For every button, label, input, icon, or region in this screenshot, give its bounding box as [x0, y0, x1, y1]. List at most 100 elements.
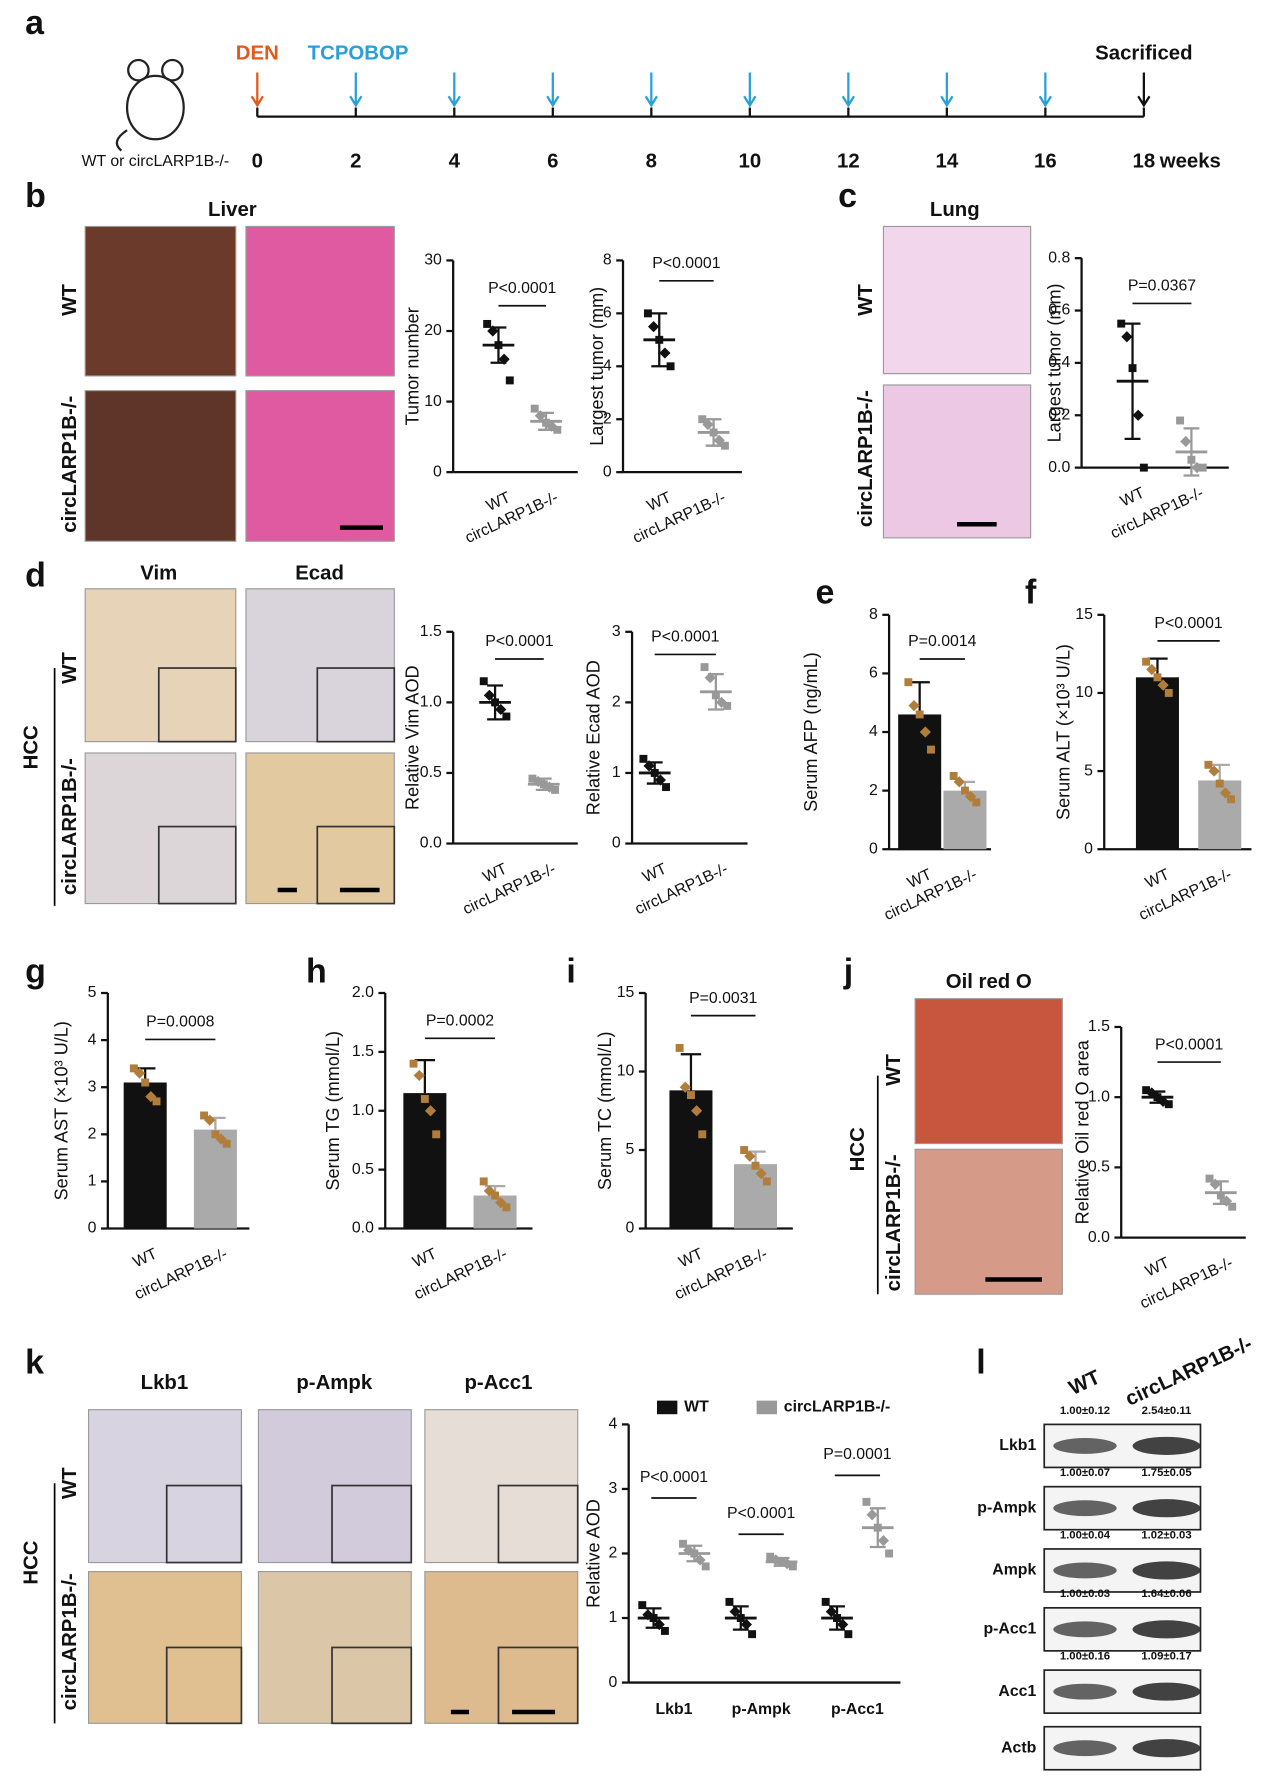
data-point [505, 376, 514, 385]
y-axis-label: Relative Vim AOD [402, 665, 422, 810]
x-tick-label: WT [1143, 1254, 1173, 1280]
error-bar [487, 684, 503, 721]
y-tick-label: 10 [424, 393, 442, 410]
image-title: Oil red O [946, 971, 1032, 993]
blot-row-label: Lkb1 [999, 1437, 1036, 1454]
data-point [211, 1130, 220, 1139]
data-point [919, 726, 931, 738]
blot-band [1053, 1437, 1117, 1454]
data-point [659, 347, 671, 359]
p-value: P=0.0008 [146, 1014, 214, 1031]
blot-quant: 1.00±0.12 [1060, 1405, 1110, 1417]
error-bar [646, 761, 663, 785]
bar [1198, 780, 1242, 850]
data-point [502, 712, 511, 721]
blot-sample: circLARP1B-/- [1122, 1333, 1255, 1411]
error-bar [414, 1058, 436, 1094]
panel-label: j [843, 953, 853, 991]
data-point [751, 1161, 760, 1170]
error-bar [645, 1607, 662, 1629]
blot-sample: WT [1066, 1366, 1105, 1400]
p-value: P<0.0001 [727, 1505, 795, 1522]
data-point [638, 1601, 647, 1610]
y-tick-label: 0 [433, 463, 442, 480]
y-tick-label: 1.5 [420, 623, 442, 640]
data-point [844, 1630, 853, 1639]
data-point [1208, 765, 1220, 777]
x-tick-label: circLARP1B-/- [463, 489, 561, 547]
image-row-label: WT [59, 284, 81, 316]
data-point [141, 1078, 150, 1087]
data-point [1204, 760, 1213, 769]
y-tick-label: 2 [609, 1545, 618, 1562]
data-point [762, 1177, 771, 1186]
blot-quant: 2.54±0.11 [1142, 1405, 1192, 1417]
p-value: P<0.0001 [1155, 1036, 1223, 1053]
image-row-label: circLARP1B-/- [855, 390, 877, 527]
data-point [1164, 1100, 1173, 1109]
panel-label: g [25, 953, 46, 991]
data-point [1139, 463, 1148, 472]
y-tick-label: 0.8 [1048, 249, 1070, 266]
event-label: TCPOBOP [308, 43, 409, 65]
blot-band [1053, 1562, 1117, 1579]
data-point [866, 1509, 878, 1521]
y-tick-label: 4 [603, 357, 612, 374]
data-point [1228, 1202, 1237, 1211]
error-bar [773, 1556, 790, 1567]
x-tick-label: WT [410, 1245, 440, 1271]
blot-band [1053, 1740, 1117, 1757]
micrographs [53, 225, 1063, 1725]
error-bar [909, 681, 930, 715]
y-tick-label: 2 [612, 694, 621, 711]
y-tick-label: 15 [617, 984, 635, 1001]
y-tick-label: 5 [88, 984, 97, 1001]
image-column: Ecad [295, 562, 344, 584]
y-tick-label: 3 [612, 623, 621, 640]
blot-quant: 1.00±0.04 [1060, 1529, 1111, 1541]
y-tick-label: 4 [609, 1416, 618, 1433]
p-value: P<0.0001 [652, 255, 720, 272]
panel-label: b [25, 177, 46, 215]
y-tick-label: 10 [1075, 684, 1093, 701]
data-point [413, 1069, 425, 1082]
error-bar [490, 326, 507, 364]
y-tick-label: 2 [603, 410, 612, 427]
timeline-label: 4 [449, 150, 461, 172]
y-tick-label: 0 [612, 835, 621, 852]
y-tick-label: 6 [603, 305, 612, 322]
data-point [679, 1539, 687, 1548]
image-row-label: circLARP1B-/- [59, 758, 81, 895]
panel-label: k [25, 1343, 44, 1381]
y-axis-label: Serum TC (mmol/L) [595, 1031, 615, 1190]
y-tick-label: 0.6 [1048, 302, 1070, 319]
data-point [972, 798, 981, 807]
data-point [1164, 688, 1173, 697]
y-tick-label: 0 [88, 1220, 97, 1237]
legend-label: WT [684, 1399, 709, 1416]
event-arrow [1038, 72, 1052, 108]
data-point [877, 1534, 890, 1547]
y-tick-label: 1.5 [352, 1043, 374, 1060]
image-column: p-Ampk [296, 1372, 373, 1394]
data-point [200, 1111, 209, 1120]
data-point [409, 1059, 418, 1068]
bar [123, 1082, 167, 1229]
data-point [432, 1130, 441, 1139]
error-bar [1149, 1090, 1166, 1104]
data-point [647, 320, 660, 333]
blot-band [1132, 1561, 1201, 1580]
data-point [748, 1630, 757, 1639]
data-point [502, 1203, 511, 1212]
bar [473, 1195, 517, 1229]
data-point [701, 1562, 710, 1571]
y-axis-label: Largest tumor (mm) [1044, 283, 1064, 442]
data-point [915, 710, 924, 719]
y-tick-label: 3 [609, 1480, 618, 1497]
panel-label: e [816, 573, 835, 611]
error-bar [535, 777, 552, 792]
image-row-label: WT [855, 284, 877, 316]
legend-swatch [656, 1400, 678, 1415]
blot-row-label: Ampk [992, 1562, 1036, 1579]
p-value: P<0.0001 [488, 280, 556, 297]
